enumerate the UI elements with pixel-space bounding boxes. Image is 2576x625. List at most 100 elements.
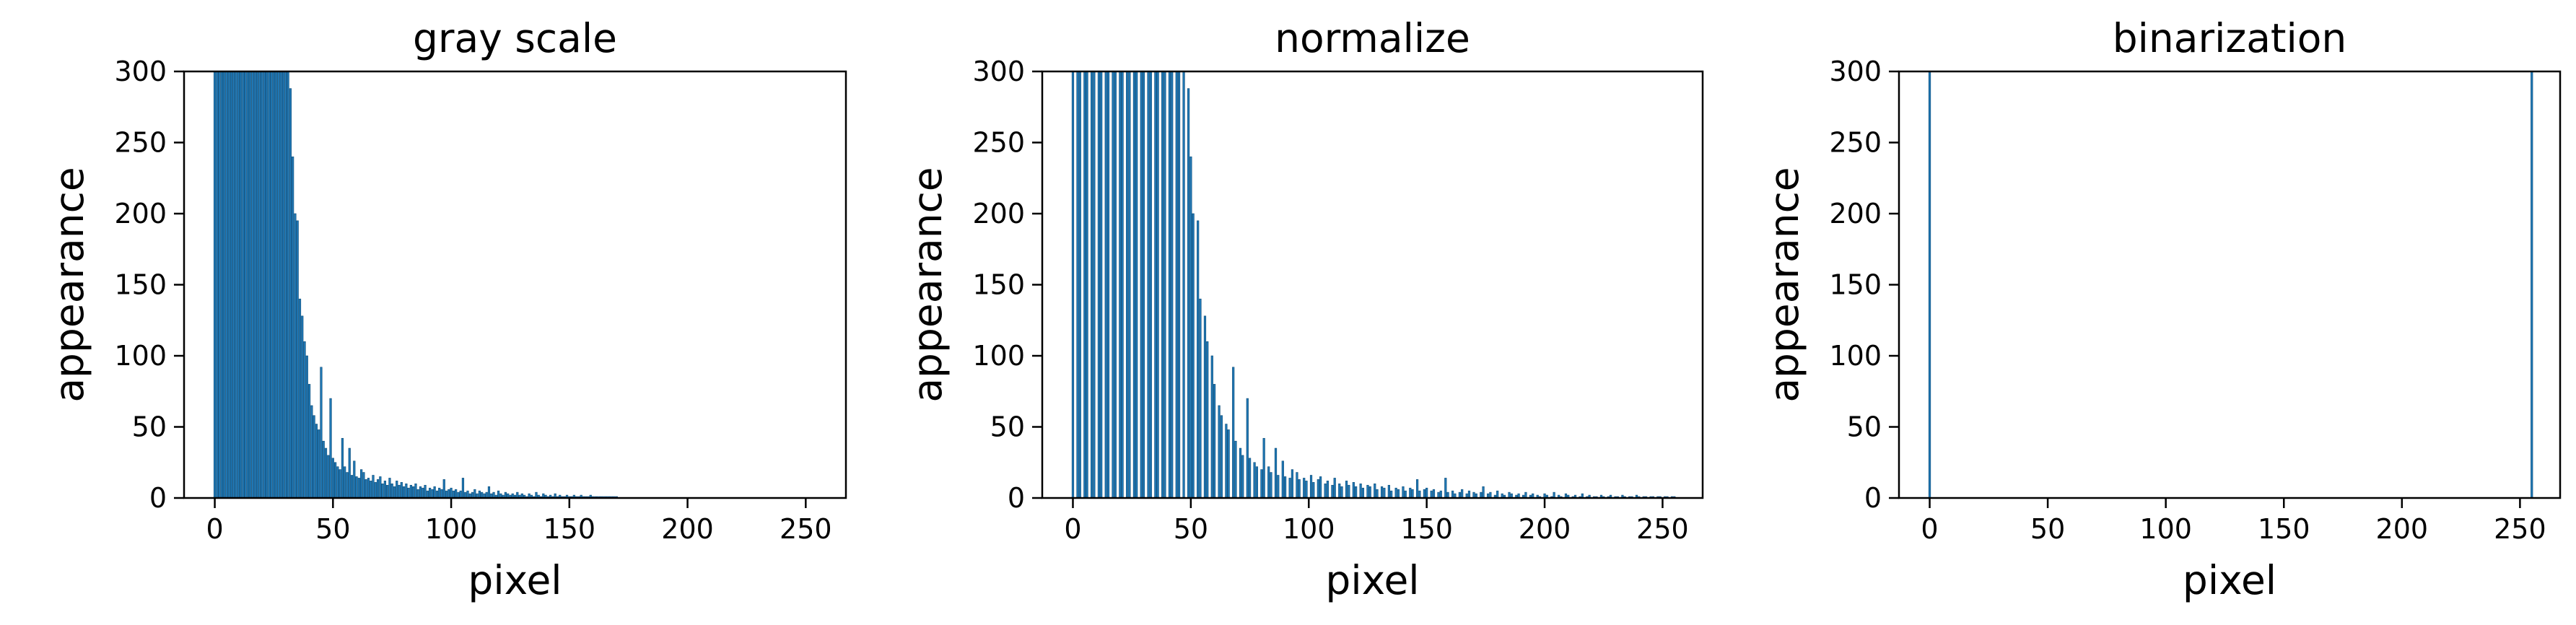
bar bbox=[1352, 482, 1355, 499]
bar bbox=[452, 490, 455, 499]
bar bbox=[263, 71, 266, 499]
bar bbox=[218, 71, 221, 499]
bar bbox=[235, 71, 237, 499]
bar bbox=[1338, 483, 1341, 499]
bar bbox=[279, 71, 282, 499]
bar bbox=[455, 489, 458, 499]
bar bbox=[1309, 475, 1313, 499]
bar bbox=[305, 355, 308, 499]
bar bbox=[1281, 460, 1284, 499]
bar bbox=[447, 489, 450, 499]
bar bbox=[412, 486, 415, 499]
bar bbox=[1432, 489, 1436, 499]
bar bbox=[251, 71, 254, 499]
bar bbox=[1126, 71, 1129, 499]
bar bbox=[284, 71, 287, 499]
bar bbox=[1175, 71, 1178, 499]
x-axis-label: pixel bbox=[468, 557, 562, 603]
bar bbox=[270, 71, 273, 499]
bar bbox=[1128, 71, 1131, 499]
bar bbox=[339, 469, 341, 499]
bar bbox=[310, 405, 313, 499]
bar bbox=[400, 482, 403, 499]
bar bbox=[313, 415, 315, 499]
bar bbox=[1355, 486, 1358, 499]
bar bbox=[303, 341, 306, 499]
bar bbox=[424, 484, 427, 499]
y-axis-label: appearance bbox=[46, 167, 92, 402]
bar bbox=[1390, 490, 1393, 499]
bar bbox=[367, 478, 370, 499]
bar bbox=[1203, 315, 1207, 499]
bar bbox=[357, 478, 360, 499]
bar bbox=[1197, 220, 1200, 499]
bar bbox=[249, 71, 252, 499]
bar bbox=[2531, 71, 2533, 499]
bar bbox=[327, 455, 330, 499]
bar bbox=[353, 460, 356, 499]
x-tick-label: 150 bbox=[2258, 513, 2310, 545]
bar bbox=[296, 220, 299, 499]
bar bbox=[1317, 479, 1319, 499]
bar bbox=[1444, 478, 1447, 499]
y-tick-label: 50 bbox=[990, 411, 1025, 443]
bar bbox=[277, 71, 280, 499]
y-tick-label: 150 bbox=[972, 269, 1025, 301]
bar bbox=[1239, 447, 1242, 499]
y-tick-label: 0 bbox=[1864, 482, 1882, 514]
bar bbox=[239, 71, 243, 499]
bar bbox=[433, 486, 436, 499]
bar bbox=[390, 483, 393, 499]
bar bbox=[1168, 71, 1171, 499]
bar bbox=[1270, 472, 1272, 499]
bar bbox=[1071, 71, 1075, 499]
bar bbox=[1298, 479, 1301, 499]
bar bbox=[1206, 341, 1209, 499]
bar bbox=[1114, 71, 1117, 499]
subplot-1: 0 50 100 150 200 250 0 50 100 150 200 250 300 gray sc… bbox=[46, 15, 847, 603]
bar bbox=[374, 482, 377, 499]
bar bbox=[1305, 481, 1308, 499]
bar bbox=[355, 476, 358, 499]
bar bbox=[333, 462, 337, 499]
bar bbox=[1121, 71, 1124, 499]
bar bbox=[381, 483, 384, 499]
bar bbox=[346, 472, 349, 499]
y-tick-label: 0 bbox=[1008, 482, 1025, 514]
bar bbox=[1359, 483, 1362, 499]
subplots: 0 50 100 150 200 250 0 50 100 150 200 250 300 gray sc… bbox=[46, 15, 2562, 603]
chart-title: normalize bbox=[1275, 15, 1470, 61]
bar bbox=[1171, 71, 1174, 499]
bar bbox=[1283, 476, 1287, 499]
bar bbox=[1366, 484, 1369, 499]
bar bbox=[428, 487, 432, 499]
y-tick-label: 300 bbox=[114, 56, 167, 87]
bar bbox=[1928, 71, 1931, 499]
bar bbox=[225, 71, 228, 499]
bar bbox=[1210, 355, 1213, 499]
bar bbox=[1147, 71, 1150, 499]
bar bbox=[301, 315, 304, 499]
bar bbox=[232, 71, 235, 499]
bar bbox=[1154, 71, 1157, 499]
bar bbox=[318, 429, 320, 499]
bar bbox=[281, 71, 285, 499]
x-axis-label: pixel bbox=[2183, 557, 2276, 603]
bar bbox=[398, 484, 401, 499]
bar bbox=[370, 481, 372, 499]
bar bbox=[1232, 367, 1235, 499]
bar bbox=[220, 71, 224, 499]
bar bbox=[1319, 476, 1322, 499]
y-tick-label: 100 bbox=[1829, 340, 1882, 372]
bar bbox=[320, 367, 323, 499]
bar bbox=[487, 486, 491, 499]
bar bbox=[1331, 484, 1334, 499]
bar bbox=[213, 71, 217, 499]
bar bbox=[1182, 71, 1185, 499]
bar bbox=[440, 489, 443, 499]
y-tick-label: 150 bbox=[1829, 269, 1882, 301]
bar bbox=[360, 469, 363, 499]
bar bbox=[1418, 490, 1421, 499]
bar bbox=[409, 484, 413, 499]
